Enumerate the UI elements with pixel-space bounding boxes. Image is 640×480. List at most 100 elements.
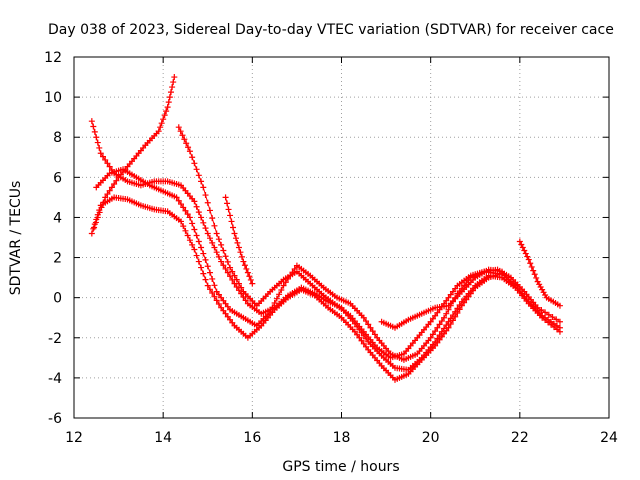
data-point bbox=[213, 297, 220, 304]
data-point bbox=[229, 319, 236, 326]
data-point bbox=[91, 221, 98, 228]
data-point bbox=[467, 290, 474, 297]
y-tick-label: -2 bbox=[48, 331, 62, 347]
y-tick-label: 8 bbox=[53, 130, 62, 146]
series-track-3 bbox=[88, 194, 563, 383]
data-point bbox=[198, 214, 205, 221]
data-point bbox=[354, 331, 361, 338]
data-point bbox=[447, 321, 454, 328]
series-track-6 bbox=[222, 194, 256, 287]
y-tick-label: 2 bbox=[53, 251, 62, 267]
data-point bbox=[530, 267, 537, 274]
data-point bbox=[358, 337, 365, 344]
data-point bbox=[195, 209, 202, 216]
data-point bbox=[206, 207, 213, 214]
data-point bbox=[228, 218, 235, 225]
data-point bbox=[443, 310, 450, 317]
data-point bbox=[186, 148, 193, 155]
data-point bbox=[441, 330, 448, 337]
y-tick-label: 12 bbox=[44, 50, 62, 66]
series-track-5 bbox=[175, 124, 501, 361]
series-line bbox=[91, 121, 561, 371]
data-point bbox=[233, 283, 240, 290]
data-point bbox=[432, 342, 439, 349]
data-point bbox=[470, 287, 477, 294]
data-point bbox=[222, 194, 229, 201]
data-point bbox=[227, 273, 234, 280]
data-point bbox=[227, 264, 234, 271]
data-point bbox=[519, 244, 526, 251]
data-point bbox=[189, 241, 196, 248]
data-point bbox=[230, 224, 237, 231]
data-point bbox=[447, 291, 454, 298]
data-point bbox=[184, 211, 191, 218]
data-point bbox=[211, 282, 218, 289]
data-point bbox=[94, 211, 101, 218]
data-point bbox=[193, 232, 200, 239]
data-point bbox=[209, 275, 216, 282]
data-point bbox=[238, 253, 245, 260]
data-point bbox=[202, 225, 209, 232]
data-point bbox=[229, 268, 236, 275]
data-point bbox=[449, 317, 456, 324]
data-point bbox=[441, 314, 448, 321]
data-point bbox=[113, 177, 120, 184]
data-point bbox=[434, 339, 441, 346]
data-point bbox=[232, 235, 239, 242]
data-point bbox=[186, 237, 193, 244]
data-point bbox=[227, 316, 234, 323]
data-point bbox=[189, 220, 196, 227]
data-point bbox=[246, 273, 253, 280]
data-point bbox=[220, 262, 227, 269]
y-tick-label: -4 bbox=[48, 371, 62, 387]
data-point bbox=[220, 297, 227, 304]
data-point bbox=[220, 247, 227, 254]
y-axis-label: SDTVAR / TECUs bbox=[8, 181, 24, 296]
data-point bbox=[198, 264, 205, 271]
data-point bbox=[527, 260, 534, 267]
data-point bbox=[521, 247, 528, 254]
data-point bbox=[166, 94, 173, 101]
data-point bbox=[102, 194, 109, 201]
data-point bbox=[180, 204, 187, 211]
data-point bbox=[241, 262, 248, 269]
y-tick-label: 0 bbox=[53, 291, 62, 307]
data-point bbox=[198, 178, 205, 185]
data-point bbox=[193, 203, 200, 210]
data-point bbox=[531, 271, 538, 278]
data-point bbox=[445, 324, 452, 331]
data-point bbox=[211, 244, 218, 251]
data-point bbox=[273, 295, 280, 302]
data-point bbox=[102, 156, 109, 163]
data-point bbox=[458, 302, 465, 309]
grid-lines bbox=[74, 57, 609, 418]
series-track-7 bbox=[378, 266, 505, 331]
data-point bbox=[88, 118, 95, 125]
data-point bbox=[211, 222, 218, 229]
data-point bbox=[178, 201, 184, 208]
data-point bbox=[224, 303, 231, 310]
data-point bbox=[538, 307, 545, 314]
data-point bbox=[443, 327, 450, 334]
data-point bbox=[215, 253, 222, 260]
data-series bbox=[88, 74, 563, 383]
data-point bbox=[161, 112, 168, 119]
data-point bbox=[445, 294, 452, 301]
data-point bbox=[244, 269, 251, 276]
data-point bbox=[533, 274, 540, 281]
y-tick-label: 4 bbox=[53, 210, 62, 226]
data-point bbox=[534, 304, 541, 311]
data-point bbox=[204, 230, 211, 237]
data-point bbox=[242, 297, 249, 304]
data-point bbox=[167, 89, 174, 96]
data-point bbox=[449, 288, 456, 295]
data-point bbox=[225, 206, 232, 213]
data-point bbox=[269, 304, 276, 311]
data-point bbox=[171, 74, 178, 81]
data-point bbox=[191, 198, 198, 205]
data-point bbox=[220, 307, 227, 314]
data-point bbox=[452, 313, 459, 320]
data-point bbox=[465, 293, 472, 300]
data-point bbox=[185, 144, 192, 151]
